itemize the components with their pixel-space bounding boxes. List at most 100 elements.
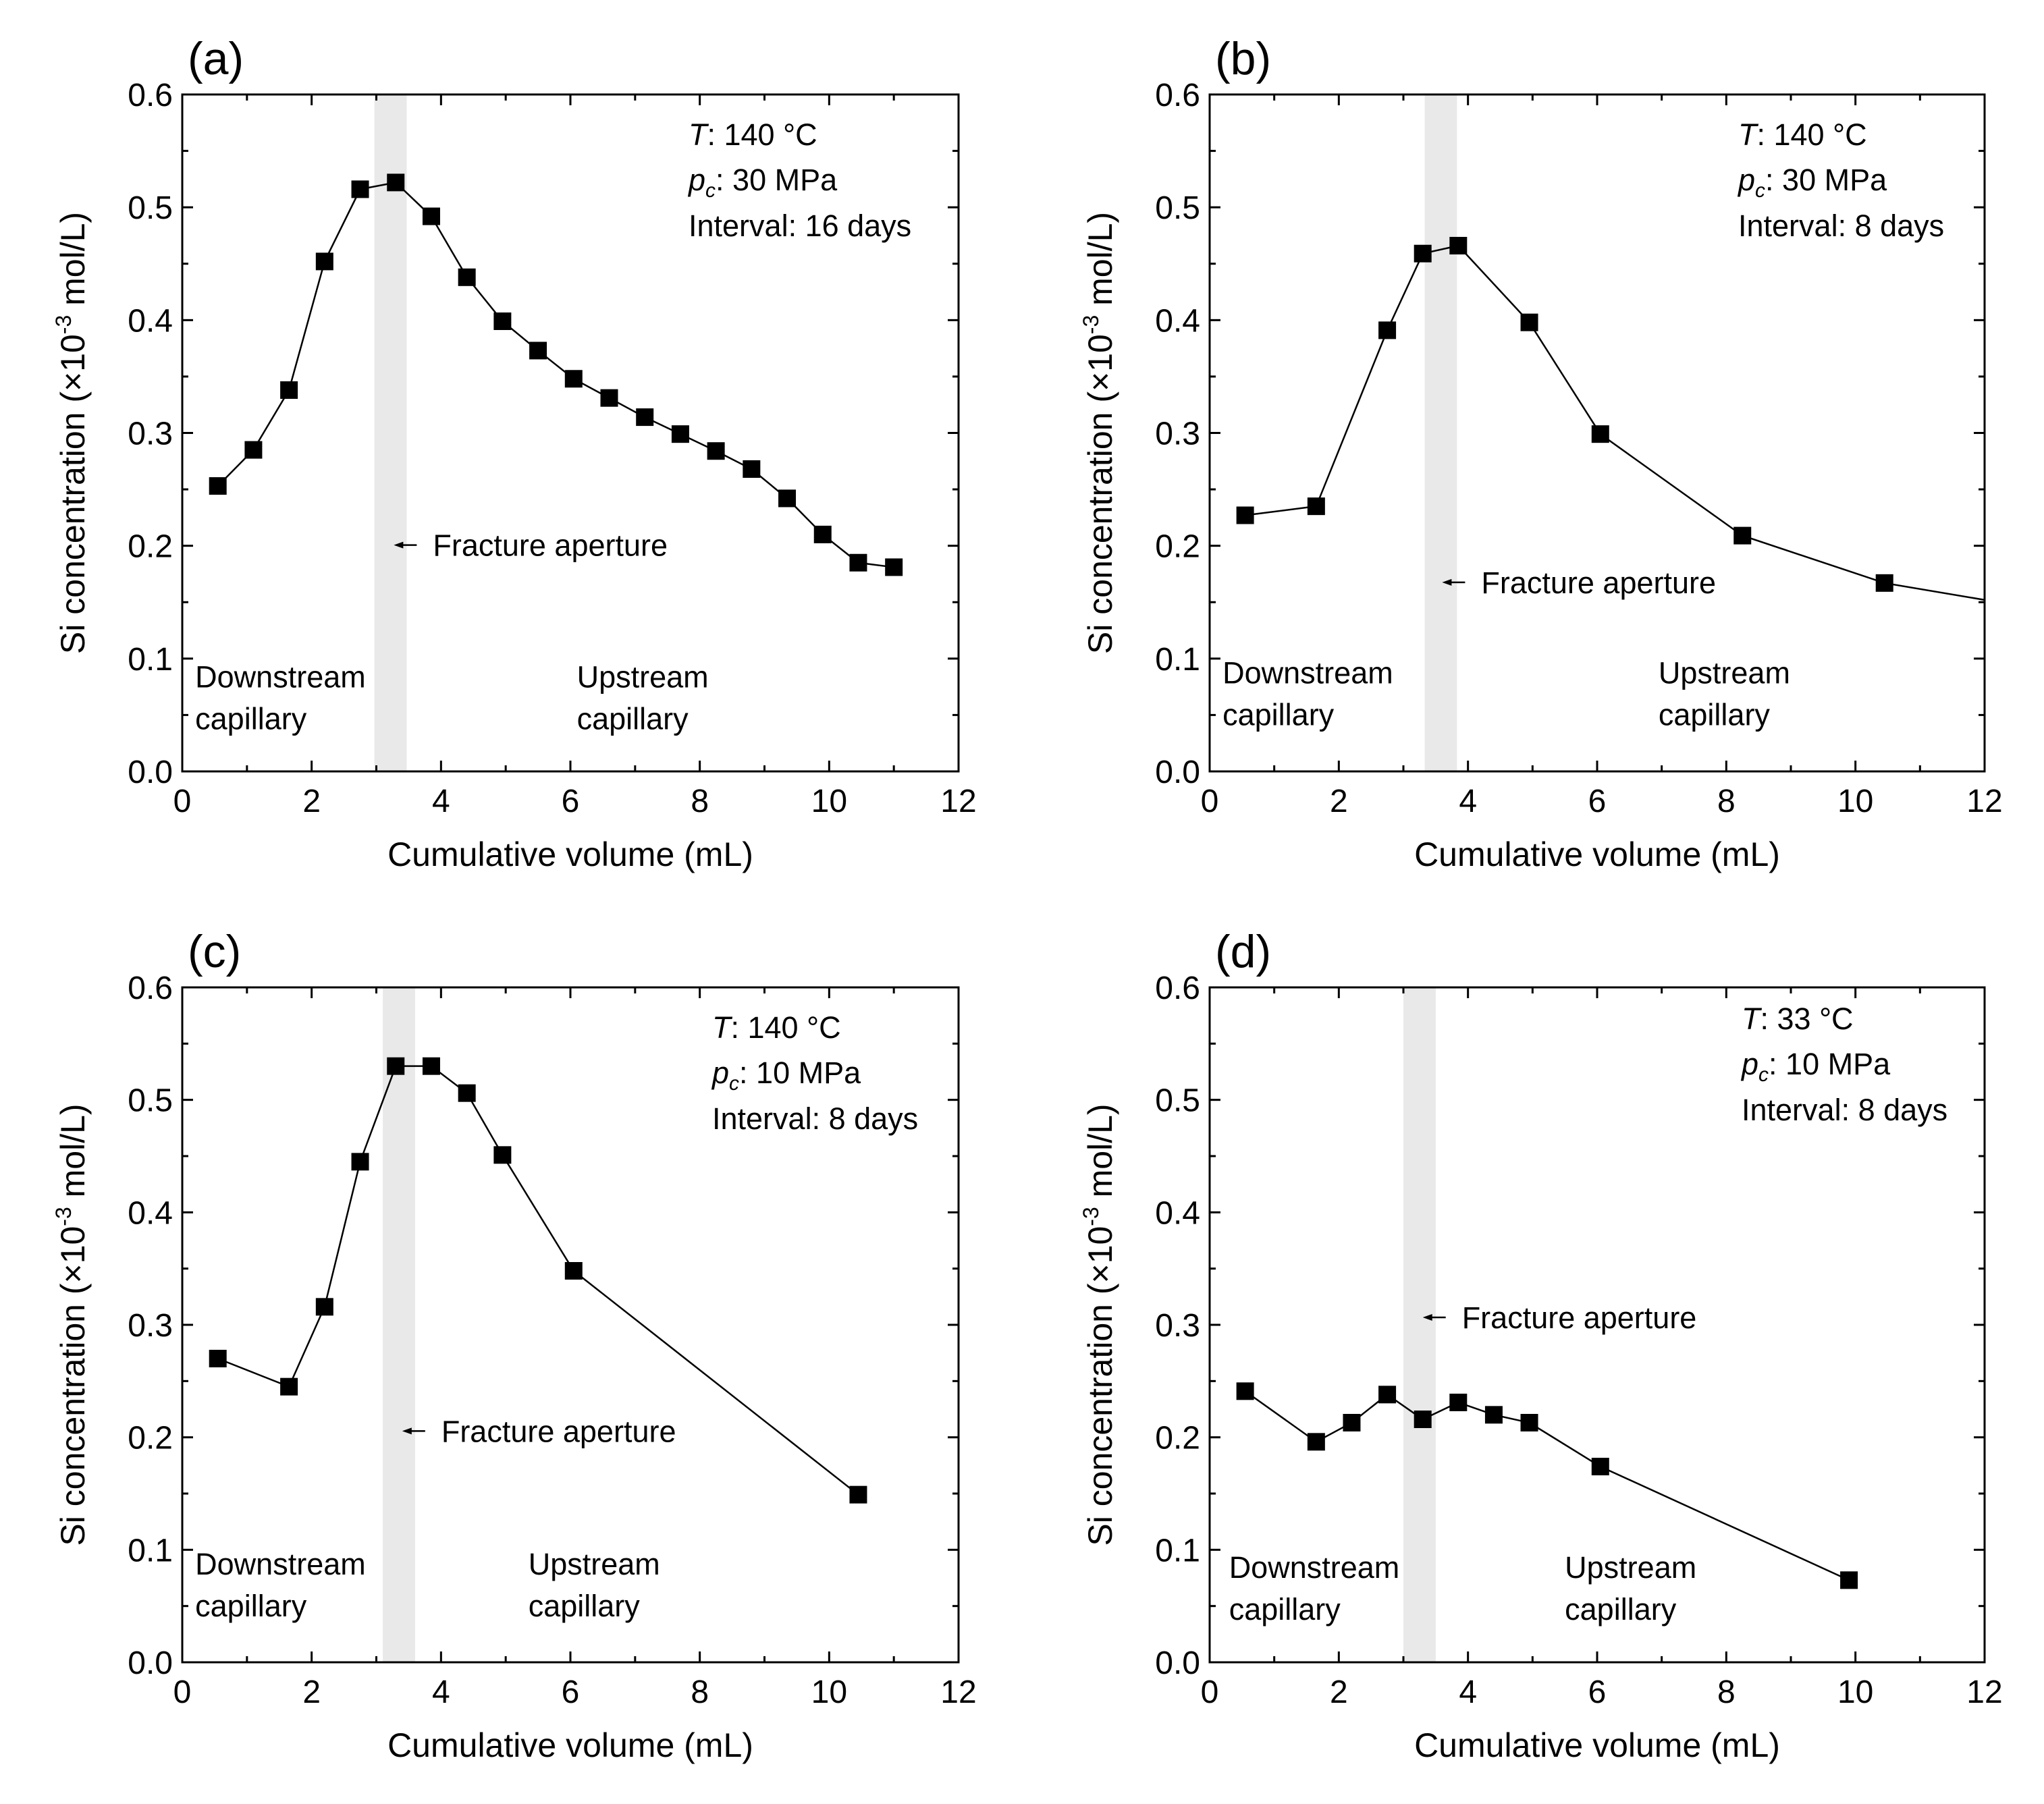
- x-tick-label: 8: [1717, 1674, 1736, 1710]
- upstream-label-line2: capillary: [577, 701, 689, 736]
- data-point: [1520, 313, 1538, 331]
- series-line: [217, 1065, 859, 1496]
- x-tick-label: 12: [1966, 1674, 2002, 1710]
- upstream-label-line2: capillary: [1565, 1592, 1677, 1627]
- condition-interval: Interval: 16 days: [689, 209, 911, 243]
- x-axis-title: Cumulative volume (mL): [1414, 836, 1780, 873]
- y-axis-title-main: Si concentration (×10: [54, 1226, 92, 1546]
- temperature-unit: °C: [1819, 1002, 1854, 1036]
- data-point: [1875, 574, 1893, 592]
- panel-label: (d): [1215, 926, 1271, 977]
- data-point: [1414, 244, 1432, 263]
- condition-temperature: T: 140 °C: [712, 1010, 841, 1045]
- chart-panel-2: (c) 0 2 4 6 8 10 12 0.0 0.1 0.2 0.3 0.4 0.5 0.6 Cumulat…: [51, 926, 977, 1764]
- y-tick-label: 0.1: [128, 642, 173, 678]
- data-point: [315, 252, 333, 271]
- data-point: [458, 268, 476, 286]
- data-point: [1591, 1458, 1609, 1475]
- y-axis-title-exponent: -3: [51, 1207, 76, 1226]
- data-point: [778, 489, 797, 508]
- condition-temperature: T: 140 °C: [1738, 117, 1867, 152]
- data-point: [1414, 1411, 1432, 1428]
- data-point: [1520, 1414, 1538, 1431]
- x-tick-label: 2: [302, 784, 321, 819]
- y-tick-label: 0.1: [128, 1533, 173, 1568]
- data-point: [315, 1298, 333, 1316]
- fracture-band: [383, 987, 415, 1662]
- data-point: [422, 1057, 440, 1075]
- x-tick-label: 2: [1330, 1674, 1348, 1710]
- upstream-label-line1: Upstream: [1659, 656, 1790, 690]
- pressure-subscript: c: [1755, 180, 1765, 202]
- x-tick-label: 4: [432, 784, 450, 819]
- temperature-value: : 140: [707, 117, 784, 152]
- aperture-arrow-head: [394, 541, 404, 549]
- pressure-symbol: p: [687, 163, 705, 197]
- data-point: [244, 441, 263, 459]
- downstream-label-line2: capillary: [195, 701, 307, 736]
- x-tick-label: 10: [1837, 1674, 1873, 1710]
- temperature-unit: °C: [807, 1010, 841, 1045]
- temperature-symbol: T: [1738, 117, 1759, 152]
- y-tick-label: 0.4: [128, 303, 173, 339]
- y-tick-label: 0.6: [1155, 971, 1200, 1006]
- aperture-arrow-head: [1422, 1314, 1432, 1321]
- y-tick-label: 0.0: [128, 1645, 173, 1681]
- pressure-subscript: c: [729, 1072, 739, 1095]
- data-point: [387, 173, 405, 192]
- chart-panel-0: (a) 0 2 4 6 8 10 12 0.0 0.1 0.2 0.3 0.4 0.5 0.6 Cumulat…: [51, 33, 977, 873]
- pressure-symbol: p: [1737, 163, 1755, 197]
- y-axis-title-exponent: -3: [1079, 315, 1103, 334]
- plot-frame: [181, 93, 960, 773]
- downstream-label-line1: Downstream: [195, 1547, 366, 1581]
- y-tick-label: 0.4: [128, 1195, 173, 1231]
- condition-interval: Interval: 8 days: [712, 1101, 918, 1136]
- y-tick-label: 0.5: [128, 190, 173, 226]
- pressure-value: : 10 MPa: [739, 1056, 861, 1090]
- y-tick-label: 0.6: [1155, 78, 1200, 113]
- y-axis-title-unit: mol/L): [54, 1103, 92, 1207]
- x-tick-label: 6: [562, 784, 580, 819]
- downstream-label-line2: capillary: [1222, 698, 1335, 732]
- plot-frame: [181, 986, 960, 1664]
- y-axis-title: Si concentration (×10-3 mol/L): [51, 212, 92, 654]
- data-point: [280, 1377, 298, 1396]
- chart-panel-1: (b) 0 2 4 6 8 10 12 0.0 0.1 0.2 0.3 0.4 0.5 0.6 Cumulat…: [1079, 33, 2003, 873]
- x-tick-label: 4: [1459, 784, 1477, 819]
- condition-pressure: pc: 30 MPa: [687, 163, 838, 202]
- data-point: [564, 370, 583, 388]
- aperture-arrow-head: [402, 1427, 412, 1435]
- data-point: [849, 553, 867, 572]
- data-point: [1236, 1382, 1254, 1400]
- x-tick-label: 8: [1717, 784, 1736, 819]
- data-point: [1840, 1571, 1858, 1589]
- temperature-unit: °C: [1833, 117, 1867, 152]
- y-tick-label: 0.0: [128, 755, 173, 790]
- upstream-label-line2: capillary: [529, 1589, 641, 1623]
- data-point: [1449, 1394, 1468, 1411]
- data-point: [1378, 1386, 1397, 1404]
- temperature-value: : 140: [731, 1010, 807, 1045]
- x-tick-label: 12: [940, 1674, 976, 1710]
- temperature-value: : 33: [1760, 1002, 1820, 1036]
- data-point: [813, 525, 832, 543]
- plot-frame: [1208, 93, 1986, 773]
- y-tick-label: 0.4: [1155, 303, 1200, 339]
- data-point: [280, 381, 298, 399]
- x-tick-label: 8: [691, 784, 709, 819]
- x-tick-label: 10: [811, 1674, 847, 1710]
- fracture-band: [1424, 94, 1457, 771]
- x-tick-label: 0: [173, 784, 192, 819]
- series-line: [1244, 1390, 1850, 1581]
- condition-pressure: pc: 10 MPa: [711, 1056, 861, 1095]
- x-tick-label: 8: [691, 1674, 709, 1710]
- x-tick-label: 2: [302, 1674, 321, 1710]
- y-axis-title-unit: mol/L): [1081, 212, 1119, 315]
- condition-interval: Interval: 8 days: [1742, 1093, 1947, 1127]
- data-point: [743, 460, 761, 478]
- condition-pressure: pc: 30 MPa: [1737, 163, 1887, 202]
- fracture-band: [374, 94, 407, 771]
- temperature-unit: °C: [783, 117, 817, 152]
- upstream-label-line1: Upstream: [529, 1547, 660, 1581]
